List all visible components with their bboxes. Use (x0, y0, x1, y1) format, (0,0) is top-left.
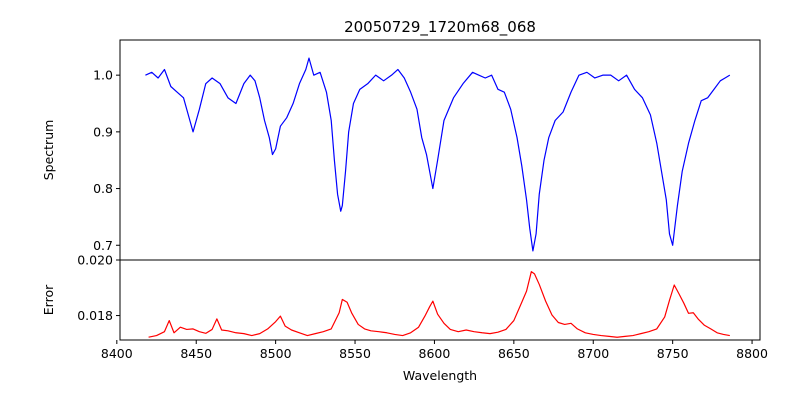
x-tick-label: 8600 (419, 346, 451, 361)
error-y-tick-label: 0.020 (77, 253, 113, 268)
spectrum-y-tick-label: 0.9 (93, 124, 113, 139)
x-tick-label: 8800 (736, 346, 768, 361)
error-y-tick-label: 0.018 (77, 308, 113, 323)
error-series-line (148, 271, 730, 338)
spectrum-panel: 0.7 0.8 0.9 1.0 Spectrum (41, 39, 761, 261)
x-tick-label: 8500 (260, 346, 292, 361)
error-panel-frame (119, 259, 761, 341)
chart-title: 20050729_1720m68_068 (344, 18, 536, 37)
spectrum-y-tick-label: 1.0 (93, 68, 113, 83)
spectrum-y-tick-label: 0.7 (93, 238, 113, 253)
x-tick-label: 8450 (180, 346, 212, 361)
spectrum-y-tick-label: 0.8 (93, 181, 113, 196)
error-y-axis-label: Error (41, 284, 56, 315)
error-panel: 0.018 0.020 8400 8450 8500 8550 8600 8650 8700 8… (41, 253, 768, 384)
x-tick-label: 8700 (577, 346, 609, 361)
spectrum-y-axis-label: Spectrum (41, 120, 56, 181)
x-tick-label: 8650 (498, 346, 530, 361)
spectrum-series-line (145, 57, 731, 252)
x-axis-label: Wavelength (403, 368, 477, 383)
x-tick-label: 8750 (657, 346, 689, 361)
x-tick-label: 8400 (101, 346, 133, 361)
x-tick-label: 8550 (339, 346, 371, 361)
